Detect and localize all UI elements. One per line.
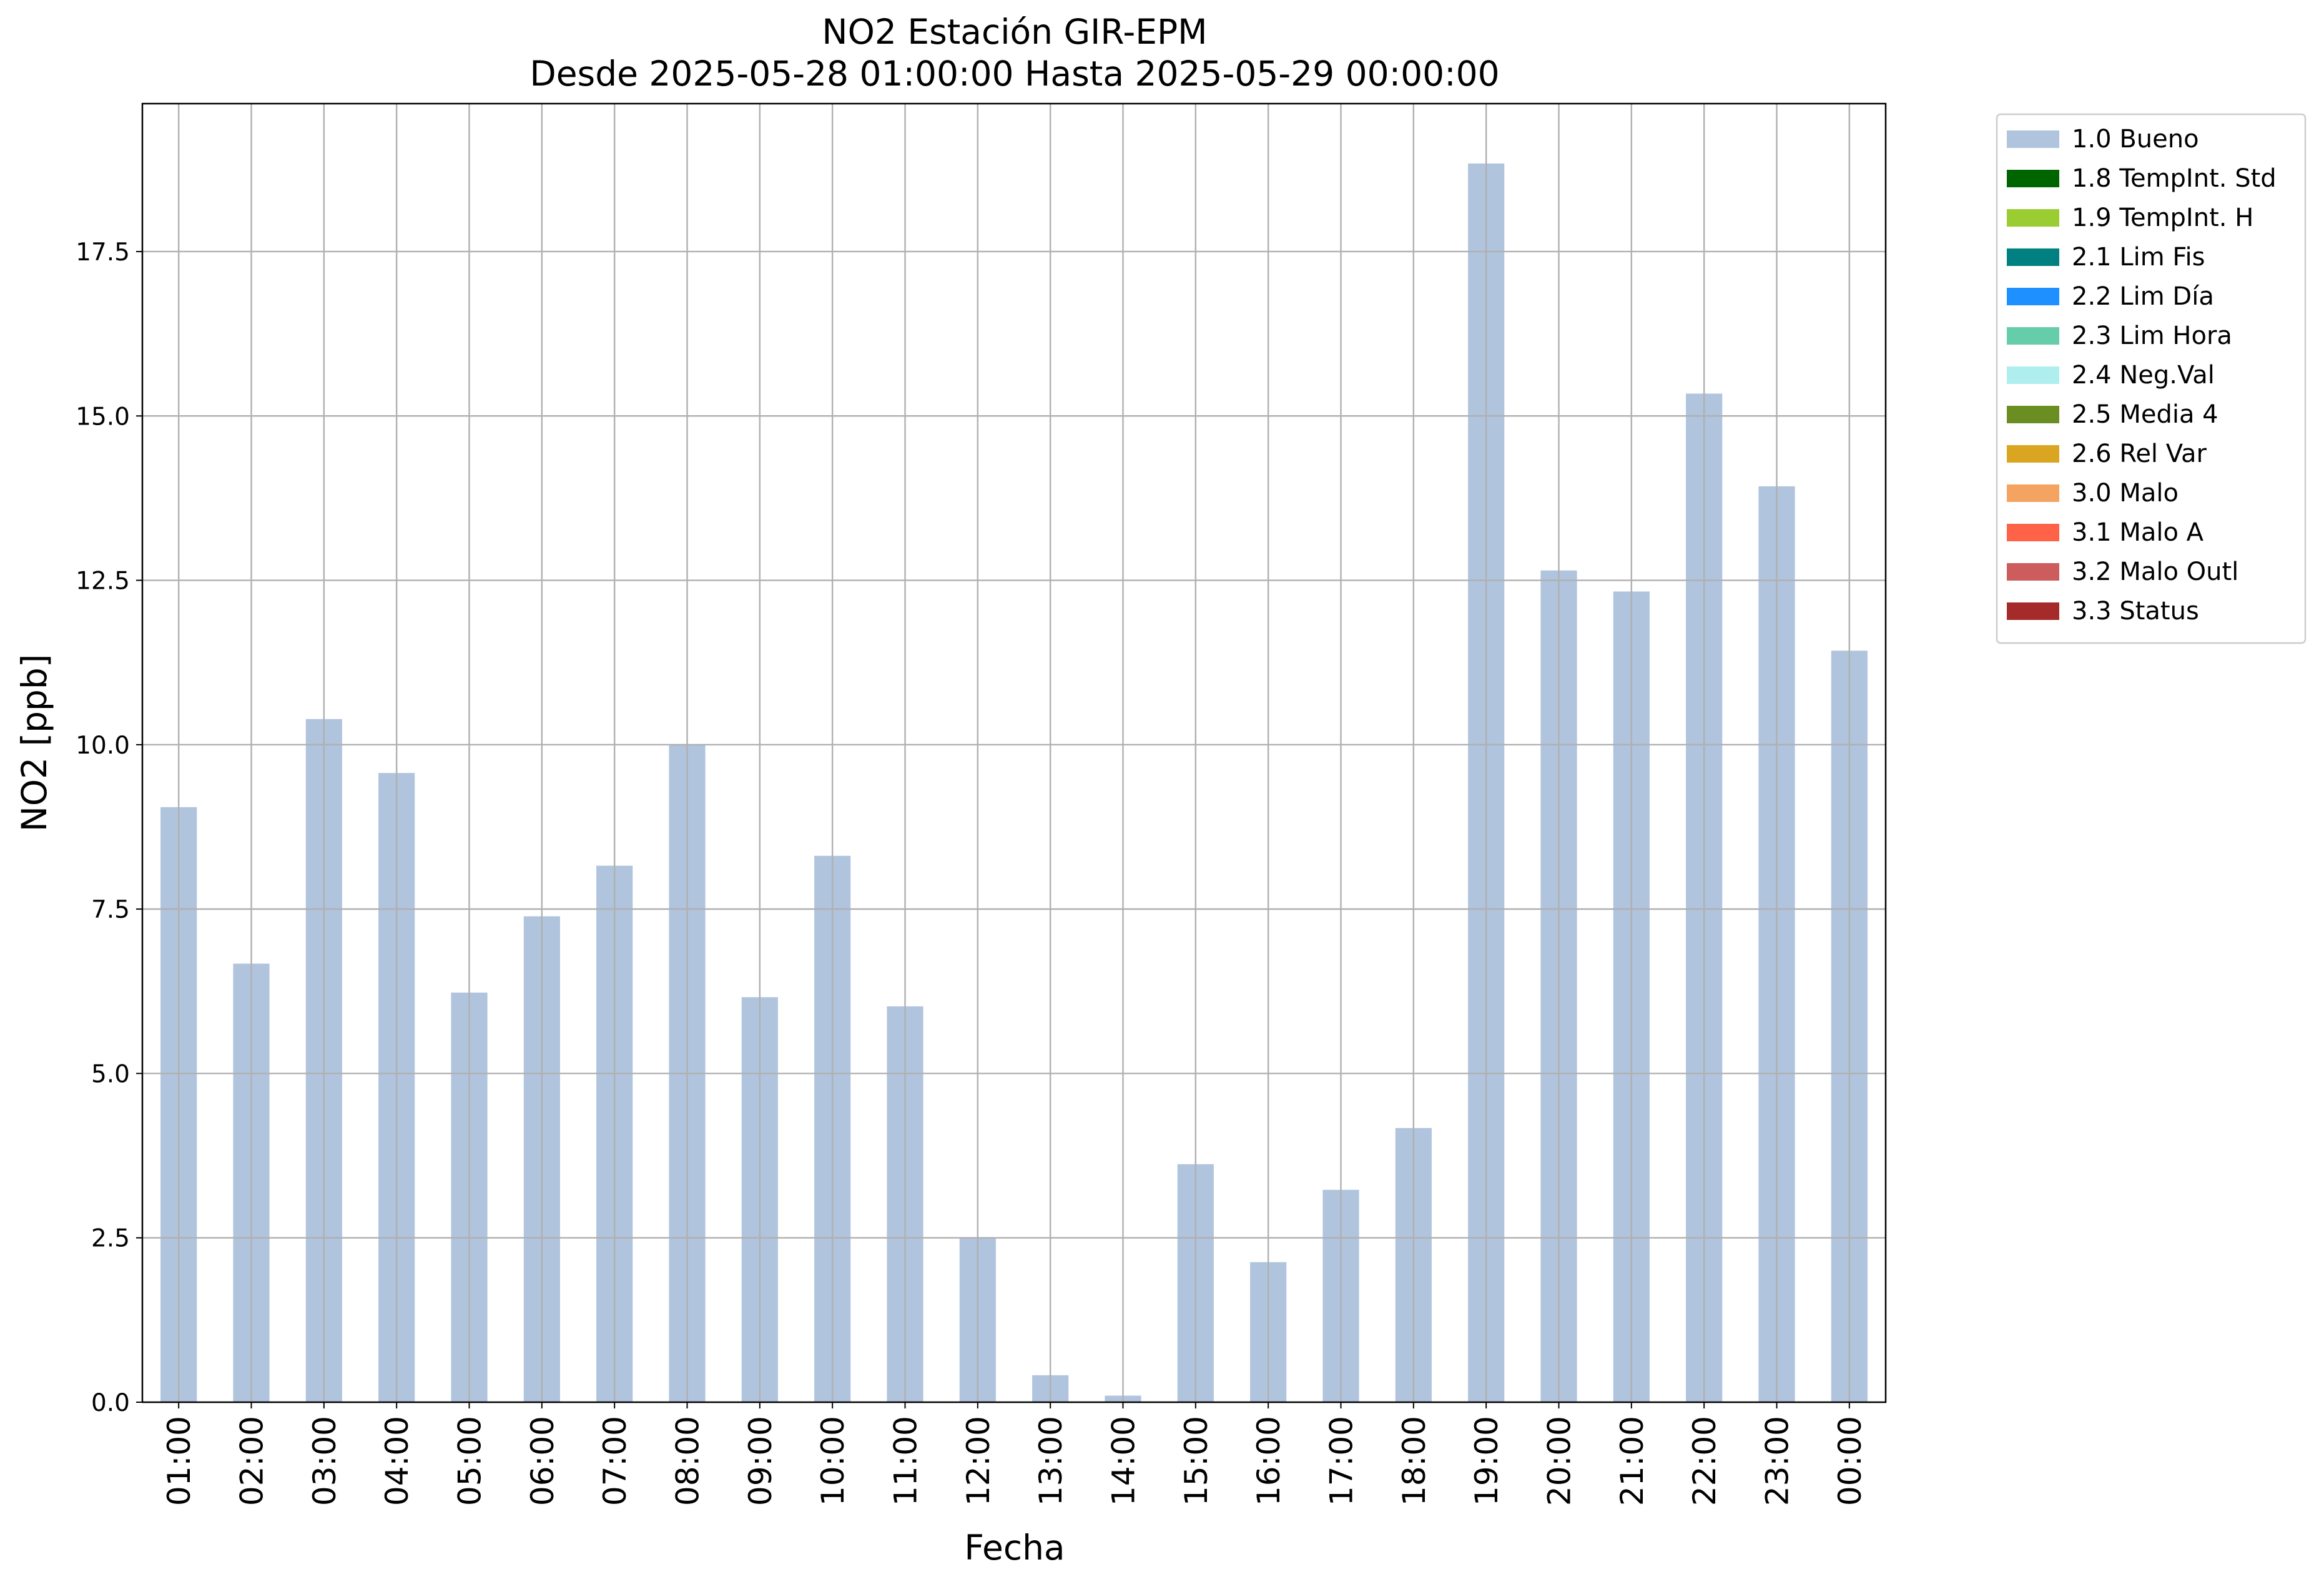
legend-swatch [2007, 602, 2059, 620]
x-tick-label: 12:00 [960, 1416, 997, 1506]
x-tick-label: 13:00 [1033, 1416, 1069, 1506]
legend-swatch [2007, 288, 2059, 305]
legend-swatch [2007, 563, 2059, 581]
legend-label: 2.3 Lim Hora [2072, 322, 2232, 350]
legend: 1.0 Bueno 1.8 TempInt. Std 1.9 TempInt. H 2… [1996, 113, 2307, 644]
legend-label: 3.3 Status [2072, 597, 2199, 626]
x-tick-label: 08:00 [670, 1416, 706, 1506]
legend-swatch [2007, 130, 2059, 148]
x-tick-label: 15:00 [1178, 1416, 1214, 1506]
x-tick-label: 22:00 [1686, 1416, 1723, 1506]
legend-label: 1.8 TempInt. Std [2072, 164, 2277, 193]
y-tick-label: 2.5 [91, 1225, 130, 1253]
x-tick-label: 11:00 [888, 1416, 924, 1506]
x-tick-label: 23:00 [1760, 1416, 1796, 1506]
legend-swatch [2007, 366, 2059, 384]
axes-frame [141, 102, 1887, 1403]
y-tick-label: 10.0 [76, 732, 130, 760]
legend-swatch [2007, 170, 2059, 187]
x-tick-label: 09:00 [742, 1416, 779, 1506]
legend-swatch [2007, 327, 2059, 345]
x-tick-label: 18:00 [1396, 1416, 1432, 1506]
y-tick-label: 5.0 [91, 1060, 130, 1088]
y-tick-label: 7.5 [91, 896, 130, 924]
x-tick-label: 14:00 [1106, 1416, 1142, 1506]
chart-subtitle: Desde 2025-05-28 01:00:00 Hasta 2025-05-… [529, 54, 1499, 94]
x-tick-label: 10:00 [815, 1416, 851, 1506]
legend-swatch [2007, 524, 2059, 541]
legend-label: 1.9 TempInt. H [2072, 204, 2253, 232]
legend-label: 2.6 Rel Var [2072, 440, 2207, 468]
legend-label: 3.2 Malo Outl [2072, 558, 2238, 586]
x-tick-label: 20:00 [1542, 1416, 1578, 1506]
y-tick-label: 12.5 [76, 567, 130, 596]
legend-label: 2.1 Lim Fis [2072, 243, 2205, 272]
y-tick-label: 17.5 [76, 238, 130, 267]
x-tick-label: 21:00 [1614, 1416, 1650, 1506]
x-tick-label: 03:00 [307, 1416, 343, 1506]
legend-label: 2.4 Neg.Val [2072, 361, 2215, 390]
legend-label: 2.2 Lim Día [2072, 282, 2214, 311]
legend-label: 3.0 Malo [2072, 479, 2179, 508]
legend-swatch [2007, 445, 2059, 463]
x-tick-label: 19:00 [1469, 1416, 1505, 1506]
y-tick-label: 0.0 [91, 1389, 130, 1417]
x-tick-label: 16:00 [1251, 1416, 1287, 1506]
plot-area: 0.0 2.5 5.0 7.5 10.0 12.5 15.0 17.5 01:00 02:00 03… [76, 102, 1887, 1506]
x-tick-label: 02:00 [234, 1416, 270, 1506]
x-tick-label: 07:00 [597, 1416, 633, 1506]
x-tick-label: 00:00 [1832, 1416, 1868, 1506]
x-tick-label: 17:00 [1324, 1416, 1360, 1506]
legend-label: 2.5 Media 4 [2072, 400, 2218, 429]
x-tick-label: 05:00 [452, 1416, 488, 1506]
legend-swatch [2007, 406, 2059, 423]
legend-label: 3.1 Malo A [2072, 518, 2204, 547]
legend-swatch [2007, 209, 2059, 227]
y-axis-label: NO2 [ppb] [14, 654, 54, 832]
legend-swatch [2007, 248, 2059, 266]
x-tick-label: 06:00 [524, 1416, 561, 1506]
x-tick-label: 04:00 [379, 1416, 415, 1506]
legend-swatch [2007, 484, 2059, 502]
legend-label: 1.0 Bueno [2072, 125, 2199, 154]
x-tick-label: 01:00 [161, 1416, 197, 1506]
legend-box [1996, 113, 2307, 644]
x-axis-label: Fecha [964, 1528, 1065, 1568]
y-tick-label: 15.0 [76, 403, 130, 431]
chart-title: NO2 Estación GIR-EPM [822, 12, 1207, 52]
